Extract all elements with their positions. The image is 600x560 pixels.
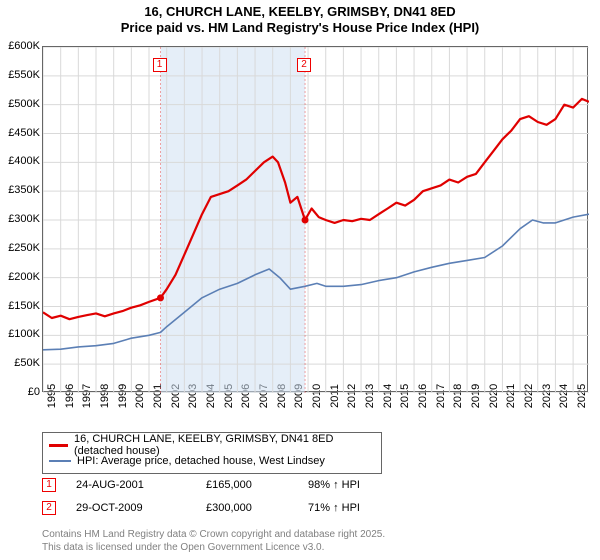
legend-swatch-blue [49,460,71,462]
y-tick-label: £250K [8,242,40,254]
y-tick-label: £0 [28,386,40,398]
sale-row-1: 1 24-AUG-2001 £165,000 98% ↑ HPI [42,478,360,492]
title-line1: 16, CHURCH LANE, KEELBY, GRIMSBY, DN41 8… [144,4,455,19]
y-tick-label: £50K [14,357,40,369]
y-tick-label: £500K [8,98,40,110]
y-tick-label: £400K [8,155,40,167]
y-tick-label: £300K [8,213,40,225]
sale-date-1: 24-AUG-2001 [76,479,186,491]
sale-row-2: 2 29-OCT-2009 £300,000 71% ↑ HPI [42,501,360,515]
sale-price-2: £300,000 [206,502,288,514]
sale-marker-1: 1 [42,478,56,492]
legend-label-price-paid: 16, CHURCH LANE, KEELBY, GRIMSBY, DN41 8… [74,433,375,457]
sale-hpi-1: 98% ↑ HPI [308,479,360,491]
chart-title: 16, CHURCH LANE, KEELBY, GRIMSBY, DN41 8… [0,0,600,37]
legend-label-hpi: HPI: Average price, detached house, West… [77,455,325,467]
y-tick-label: £200K [8,271,40,283]
y-tick-label: £550K [8,69,40,81]
y-tick-label: £150K [8,300,40,312]
sale-marker-2: 2 [42,501,56,515]
plot-svg [43,47,589,393]
sale-flag-1: 1 [153,58,167,72]
title-line2: Price paid vs. HM Land Registry's House … [121,20,480,35]
y-tick-label: £350K [8,184,40,196]
legend-swatch-red [49,444,68,447]
plot-area [42,46,588,392]
licence-text: Contains HM Land Registry data © Crown c… [42,529,385,554]
licence-line1: Contains HM Land Registry data © Crown c… [42,529,385,540]
y-tick-label: £100K [8,328,40,340]
sale-flag-2: 2 [297,58,311,72]
chart-container: { "title": { "line1": "16, CHURCH LANE, … [0,0,600,560]
legend: 16, CHURCH LANE, KEELBY, GRIMSBY, DN41 8… [42,432,382,474]
licence-line2: This data is licensed under the Open Gov… [42,542,324,553]
sale-price-1: £165,000 [206,479,288,491]
legend-row-price-paid: 16, CHURCH LANE, KEELBY, GRIMSBY, DN41 8… [49,437,375,453]
sale-date-2: 29-OCT-2009 [76,502,186,514]
sale-hpi-2: 71% ↑ HPI [308,502,360,514]
y-tick-label: £600K [8,40,40,52]
y-tick-label: £450K [8,127,40,139]
